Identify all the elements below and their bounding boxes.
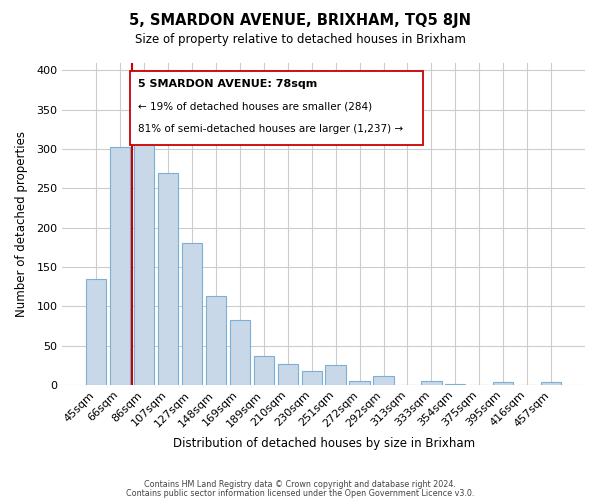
Bar	[421, 381, 442, 385]
Text: Contains HM Land Registry data © Crown copyright and database right 2024.: Contains HM Land Registry data © Crown c…	[144, 480, 456, 489]
Bar	[254, 356, 274, 385]
Bar	[278, 364, 298, 385]
Bar	[493, 382, 514, 385]
Text: 5, SMARDON AVENUE, BRIXHAM, TQ5 8JN: 5, SMARDON AVENUE, BRIXHAM, TQ5 8JN	[129, 12, 471, 28]
Text: Contains public sector information licensed under the Open Government Licence v3: Contains public sector information licen…	[126, 490, 474, 498]
Text: ← 19% of detached houses are smaller (284): ← 19% of detached houses are smaller (28…	[138, 101, 372, 111]
Text: 81% of semi-detached houses are larger (1,237) →: 81% of semi-detached houses are larger (…	[138, 124, 403, 134]
Bar	[206, 296, 226, 385]
Y-axis label: Number of detached properties: Number of detached properties	[15, 130, 28, 316]
Bar	[182, 244, 202, 385]
Bar	[302, 372, 322, 385]
Bar	[134, 130, 154, 385]
X-axis label: Distribution of detached houses by size in Brixham: Distribution of detached houses by size …	[173, 437, 475, 450]
FancyBboxPatch shape	[130, 70, 423, 144]
Text: 5 SMARDON AVENUE: 78sqm: 5 SMARDON AVENUE: 78sqm	[138, 78, 317, 88]
Bar	[541, 382, 561, 385]
Bar	[325, 365, 346, 385]
Bar	[158, 172, 178, 385]
Bar	[373, 376, 394, 385]
Bar	[349, 381, 370, 385]
Bar	[110, 146, 130, 385]
Bar	[230, 320, 250, 385]
Text: Size of property relative to detached houses in Brixham: Size of property relative to detached ho…	[134, 32, 466, 46]
Bar	[445, 384, 466, 385]
Bar	[86, 278, 106, 385]
